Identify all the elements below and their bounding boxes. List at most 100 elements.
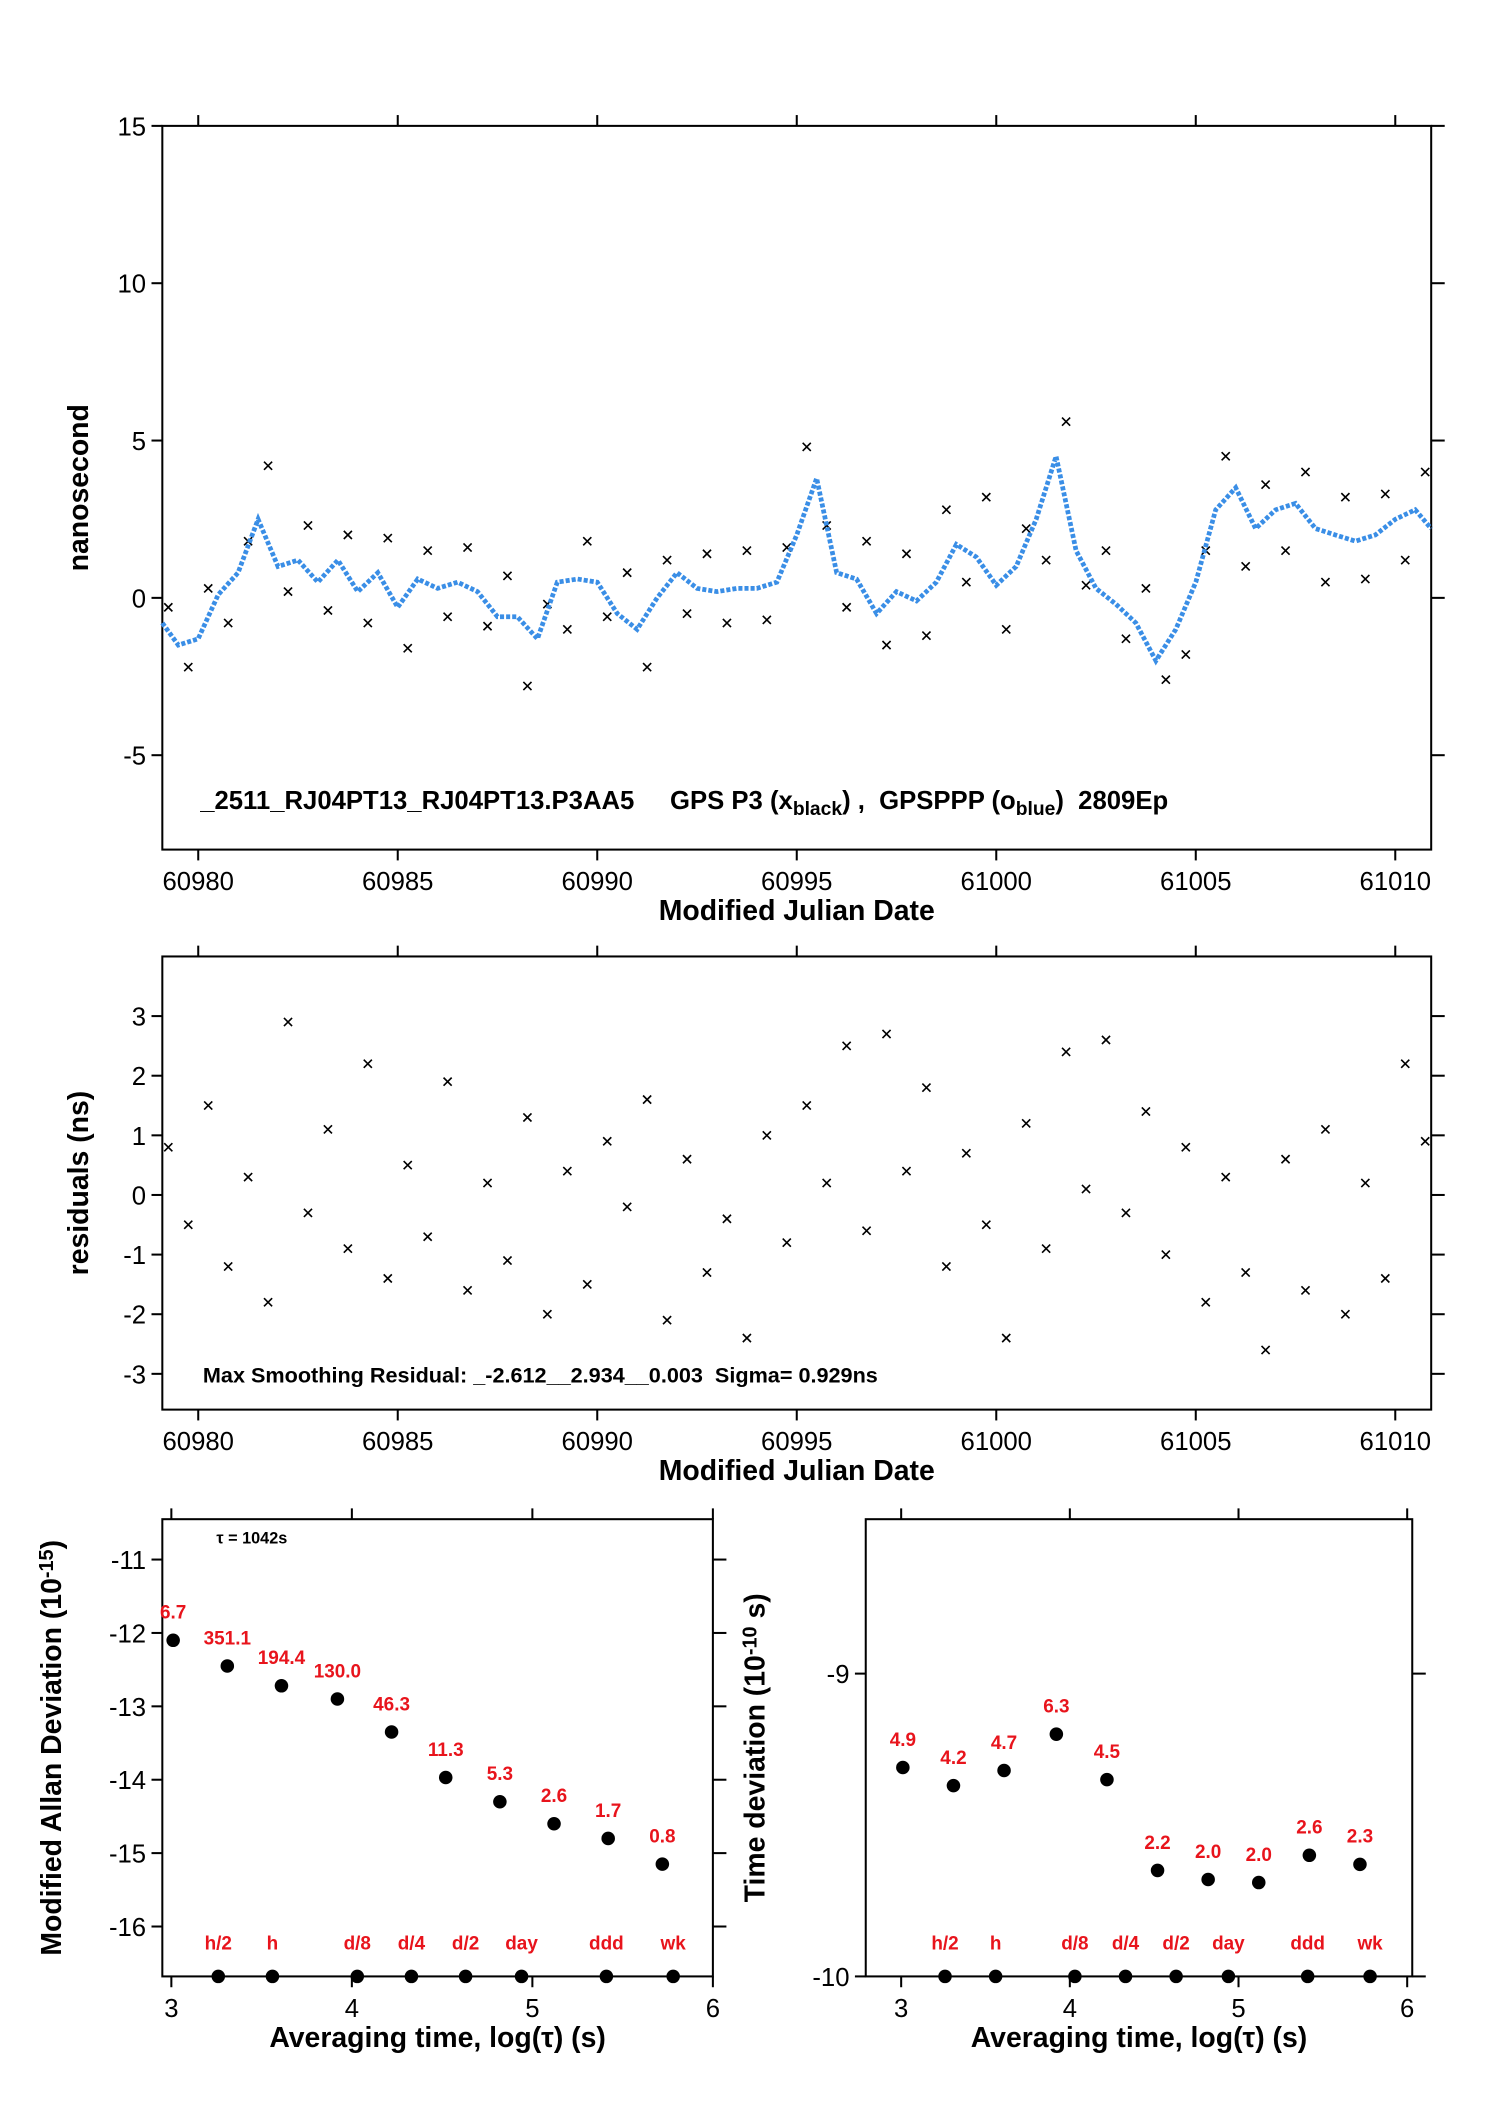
label-text: Averaging time, log(τ) (s) (971, 2022, 1308, 2054)
point-label: 194.4 (258, 1648, 306, 1669)
label-text: ) (36, 1540, 68, 1549)
y-tick-label: -14 (109, 1767, 146, 1795)
reference-mark (211, 1969, 226, 1984)
x-tick-label: 61005 (1160, 868, 1231, 896)
x-tick-label: 60990 (562, 1428, 633, 1456)
x-marker (1001, 1333, 1011, 1343)
reference-mark (265, 1969, 280, 1984)
x-tick-label: 61000 (961, 1428, 1032, 1456)
point (493, 1794, 507, 1809)
y-axis-label: nanosecond (63, 404, 95, 571)
x-marker (1300, 1285, 1311, 1295)
x-marker (642, 1094, 652, 1105)
point (1049, 1727, 1064, 1741)
x-marker (1121, 1208, 1131, 1218)
y-tick-label: -15 (109, 1841, 146, 1869)
x-marker (842, 1041, 852, 1051)
point (896, 1760, 910, 1775)
point-label: 0.8 (649, 1826, 675, 1847)
x-marker (981, 1220, 991, 1230)
reference-label: wk (660, 1933, 687, 1954)
point (997, 1763, 1011, 1778)
x-marker (283, 586, 293, 597)
x-marker (203, 1100, 213, 1111)
x-marker (1021, 1118, 1031, 1129)
x-marker (881, 640, 892, 650)
x-marker (1081, 1184, 1091, 1194)
point-label: 11.3 (428, 1740, 464, 1761)
x-marker (622, 568, 632, 578)
x-marker (442, 1077, 453, 1087)
x-tick-label: 60980 (163, 868, 234, 896)
point (946, 1778, 961, 1793)
x-marker (1380, 1273, 1390, 1284)
y-axis-label: Modified Allan Deviation (10-15) (36, 1540, 68, 1956)
point-label: 2.0 (1195, 1842, 1221, 1863)
reference-mark (1363, 1969, 1377, 1984)
x-tick-label: 3 (164, 1995, 178, 2023)
x-marker (762, 615, 772, 625)
x-marker (323, 1124, 333, 1135)
x-tick-label: 3 (894, 1995, 908, 2023)
x-marker (941, 1261, 952, 1272)
point (655, 1857, 670, 1871)
annotation: _2511_RJ04PT13_RJ04PT13.P3AA5 GPS P3 (xb… (199, 787, 1168, 820)
y-tick-label: -12 (109, 1620, 146, 1648)
x-marker (223, 1261, 233, 1272)
x-marker (383, 1273, 393, 1284)
x-marker (981, 492, 991, 502)
x-marker (1340, 1309, 1351, 1319)
x-marker (1081, 580, 1091, 590)
reference-mark (1118, 1969, 1133, 1984)
label-text: Max Smoothing Residual: _-2.612__2.934__… (203, 1363, 878, 1388)
x-marker (1420, 467, 1430, 477)
x-tick-label: 60985 (362, 1428, 433, 1456)
x-marker (1260, 479, 1271, 490)
point-label: 4.2 (940, 1748, 966, 1769)
point (220, 1659, 235, 1673)
x-tick-label: 6 (706, 1995, 720, 2023)
x-marker (1300, 467, 1311, 477)
x-marker (662, 555, 672, 565)
x-marker (1420, 1136, 1430, 1146)
x-axis-label: Averaging time, log(τ) (s) (971, 2022, 1308, 2054)
x-marker (1061, 1047, 1071, 1057)
x-marker (283, 1017, 293, 1027)
x-marker (423, 1232, 433, 1242)
x-marker (881, 1029, 892, 1039)
x-marker (921, 1083, 932, 1093)
x-marker (1260, 1345, 1271, 1355)
reference-mark (404, 1969, 419, 1984)
y-tick-label: -16 (109, 1914, 146, 1942)
reference-mark (458, 1969, 473, 1984)
x-marker (762, 1130, 772, 1140)
x-marker (1320, 1124, 1331, 1135)
x-marker (861, 536, 872, 546)
label-text: τ = 1042s (216, 1530, 287, 1548)
reference-mark (1169, 1969, 1183, 1984)
y-tick-label: -3 (123, 1361, 146, 1389)
point (547, 1816, 561, 1831)
x-marker (1340, 492, 1351, 502)
point (384, 1725, 399, 1739)
reference-label: day (1212, 1933, 1245, 1954)
x-marker (263, 461, 273, 471)
x-marker (482, 621, 493, 631)
reference-mark (599, 1969, 614, 1984)
x-marker (702, 1267, 712, 1278)
x-tick-label: 5 (1231, 1995, 1245, 2023)
y-tick-label: 1 (132, 1123, 146, 1151)
x-marker (822, 1178, 832, 1188)
smoothed-line (160, 446, 1433, 666)
x-marker (1221, 451, 1231, 461)
x-marker (1161, 1249, 1171, 1260)
x-marker (462, 1285, 473, 1295)
label-sup: -10 (739, 1626, 761, 1655)
x-marker (662, 1315, 672, 1325)
x-marker (163, 1142, 173, 1152)
x-marker (1241, 1267, 1251, 1278)
x-tick-label: 61005 (1160, 1428, 1231, 1456)
annotation: τ = 1042s (216, 1530, 287, 1548)
x-tick-label: 4 (1063, 1995, 1077, 2023)
x-tick-label: 60985 (362, 868, 433, 896)
